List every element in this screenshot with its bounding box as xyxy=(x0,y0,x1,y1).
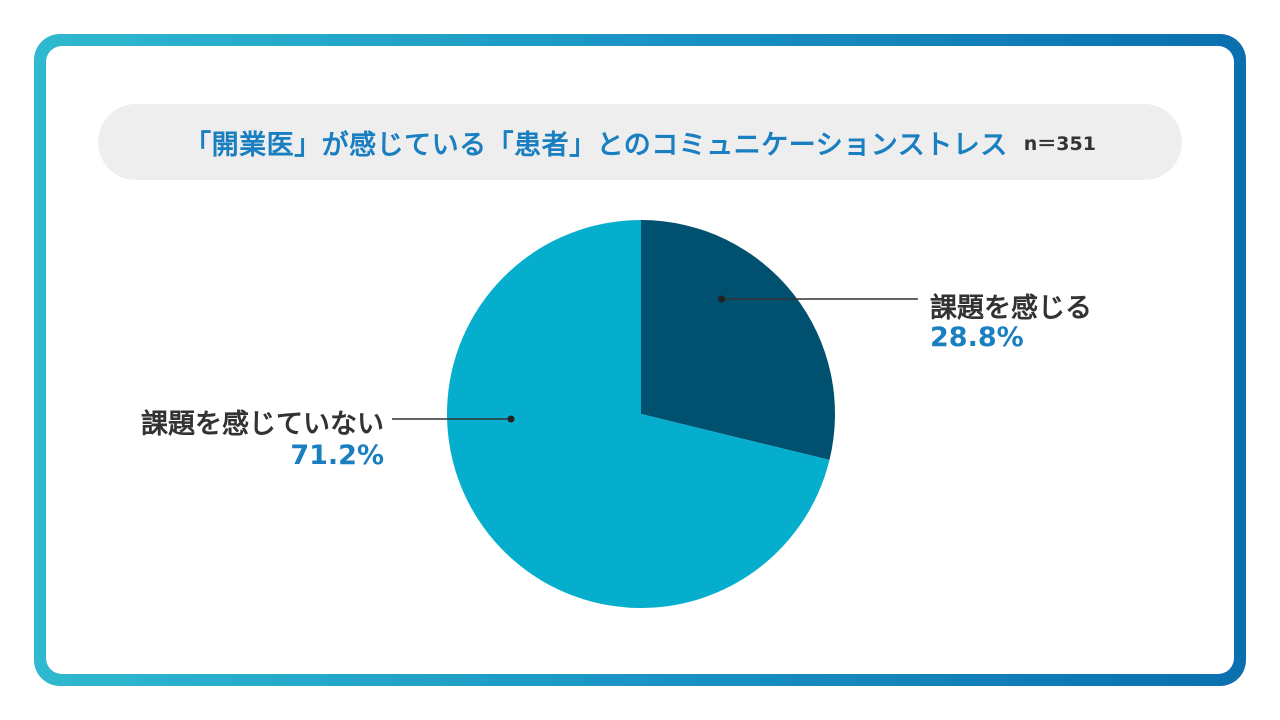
leader-dot-issue xyxy=(718,295,726,303)
slice-value-no-issue: 71.2% xyxy=(290,440,384,471)
slice-label-no-issue: 課題を感じていない xyxy=(141,409,384,440)
pie-slice-issue xyxy=(641,220,835,460)
slice-value-issue: 28.8% xyxy=(930,322,1024,353)
chart-title: 「開業医」が感じている「患者」とのコミュニケーションストレス xyxy=(184,129,1008,161)
pie-slice-no-issue xyxy=(446,220,830,609)
title-bar: 「開業医」が感じている「患者」とのコミュニケーションストレス n＝351 xyxy=(98,104,1182,180)
leader-dot-no-issue xyxy=(507,415,515,423)
sample-size: n＝351 xyxy=(1023,132,1096,155)
slice-label-issue: 課題を感じる xyxy=(930,293,1092,324)
